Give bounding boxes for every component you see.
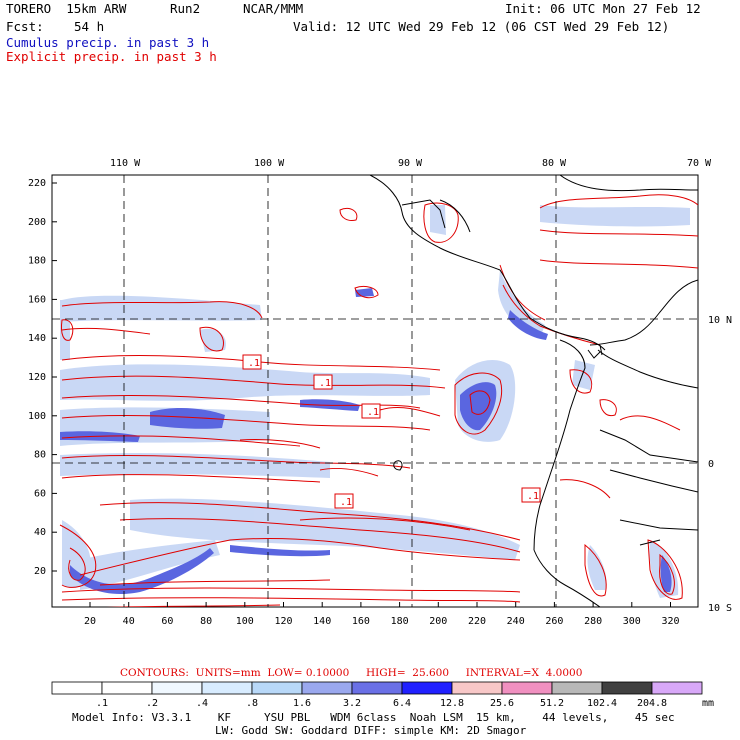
x-tick-label: 100	[236, 616, 254, 627]
init-time: Init: 06 UTC Mon 27 Feb 12	[505, 1, 701, 16]
legend-value: .2	[146, 698, 158, 709]
x-tick-label: 120	[274, 616, 292, 627]
lon-label: 90 W	[398, 158, 423, 169]
legend-swatch	[201, 681, 253, 695]
lat-label: 10 S	[708, 603, 732, 614]
y-tick-label: 200	[28, 217, 46, 228]
x-tick-label: 220	[468, 616, 486, 627]
lon-label: 80 W	[542, 158, 567, 169]
y-tick-label: 100	[28, 411, 46, 422]
legend-swatch	[451, 681, 503, 695]
run-label: Run2	[170, 1, 201, 16]
explicit-precip-label: Explicit precip. in past 3 h	[6, 49, 217, 64]
org-label: NCAR/MMM	[243, 1, 304, 16]
x-tick-label: 260	[545, 616, 563, 627]
x-tick-label: 300	[623, 616, 641, 627]
legend-swatch	[601, 681, 653, 695]
legend-swatch	[351, 681, 403, 695]
contour-info: CONTOURS: UNITS=mm LOW= 0.10000 HIGH= 25…	[120, 667, 583, 679]
legend-value: 1.6	[293, 698, 311, 709]
legend-value: 3.2	[343, 698, 361, 709]
contour-label: .1	[319, 378, 331, 389]
x-tick-label: 60	[161, 616, 173, 627]
y-tick-label: 120	[28, 372, 46, 383]
legend-value: 204.8	[637, 698, 667, 709]
x-tick-label: 80	[200, 616, 212, 627]
legend-swatch	[651, 681, 703, 695]
legend-swatch	[151, 681, 203, 695]
legend-swatch	[101, 681, 153, 695]
y-tick-label: 220	[28, 178, 46, 189]
contour-label: .1	[527, 491, 539, 502]
legend-value: .1	[96, 698, 108, 709]
legend-swatch	[401, 681, 453, 695]
legend-value: .4	[196, 698, 208, 709]
x-tick-label: 240	[507, 616, 525, 627]
legend-unit: mm	[702, 698, 714, 709]
legend-value: 51.2	[540, 698, 564, 709]
y-tick-label: 140	[28, 333, 46, 344]
precip-color-legend	[51, 681, 703, 695]
x-tick-label: 20	[84, 616, 96, 627]
lat-label: 10 N	[708, 315, 732, 326]
legend-value: 12.8	[440, 698, 464, 709]
y-tick-label: 60	[34, 488, 46, 499]
x-tick-label: 320	[661, 616, 679, 627]
lon-label: 110 W	[110, 158, 141, 169]
legend-swatch	[301, 681, 353, 695]
explicit-precip-contours	[59, 194, 698, 607]
y-tick-label: 40	[34, 527, 46, 538]
y-axis-ticks: 220 200 180 160 140 120 100 80 60 40 20	[28, 178, 57, 577]
forecast-hour: 54 h	[74, 19, 105, 34]
contour-label-boxes	[242, 354, 541, 509]
x-tick-label: 40	[123, 616, 135, 627]
legend-swatch	[551, 681, 603, 695]
y-tick-label: 180	[28, 256, 46, 267]
legend-value: .8	[246, 698, 258, 709]
x-tick-label: 280	[584, 616, 602, 627]
x-tick-label: 160	[352, 616, 370, 627]
legend-value: 102.4	[587, 698, 617, 709]
contour-label: .1	[367, 407, 379, 418]
legend-value: 25.6	[490, 698, 514, 709]
lat-lon-grid	[52, 175, 698, 607]
x-tick-label: 180	[391, 616, 409, 627]
y-tick-label: 20	[34, 566, 46, 577]
model-title: TORERO 15km ARW	[6, 1, 127, 16]
physics-info: LW: Godd SW: Goddard DIFF: simple KM: 2D…	[215, 724, 527, 737]
forecast-label: Fcst:	[6, 19, 44, 34]
contour-label: .1	[340, 497, 352, 508]
legend-swatch	[501, 681, 553, 695]
legend-swatch	[51, 681, 103, 695]
valid-time: Valid: 12 UTC Wed 29 Feb 12 (06 CST Wed …	[293, 19, 670, 34]
legend-value: 6.4	[393, 698, 411, 709]
coastline	[369, 175, 698, 607]
legend-values: .1 .2 .4 .8 1.6 3.2 6.4 12.8 25.6 51.2 102.4 204.8	[96, 698, 667, 709]
lat-label: 0	[708, 459, 714, 470]
legend-swatch	[251, 681, 303, 695]
x-axis-ticks: 20 40 60 80 100 120 140 160 180 200 220 240 260 280 30…	[84, 602, 680, 627]
model-info: Model Info: V3.3.1 KF YSU PBL WDM 6class…	[72, 711, 675, 724]
contour-label: .1	[248, 358, 260, 369]
y-tick-label: 160	[28, 294, 46, 305]
x-tick-label: 200	[429, 616, 447, 627]
cumulus-precip-label: Cumulus precip. in past 3 h	[6, 35, 210, 50]
x-tick-label: 140	[313, 616, 331, 627]
y-tick-label: 80	[34, 450, 46, 461]
lon-label: 100 W	[254, 158, 285, 169]
lon-label: 70 W	[687, 158, 712, 169]
